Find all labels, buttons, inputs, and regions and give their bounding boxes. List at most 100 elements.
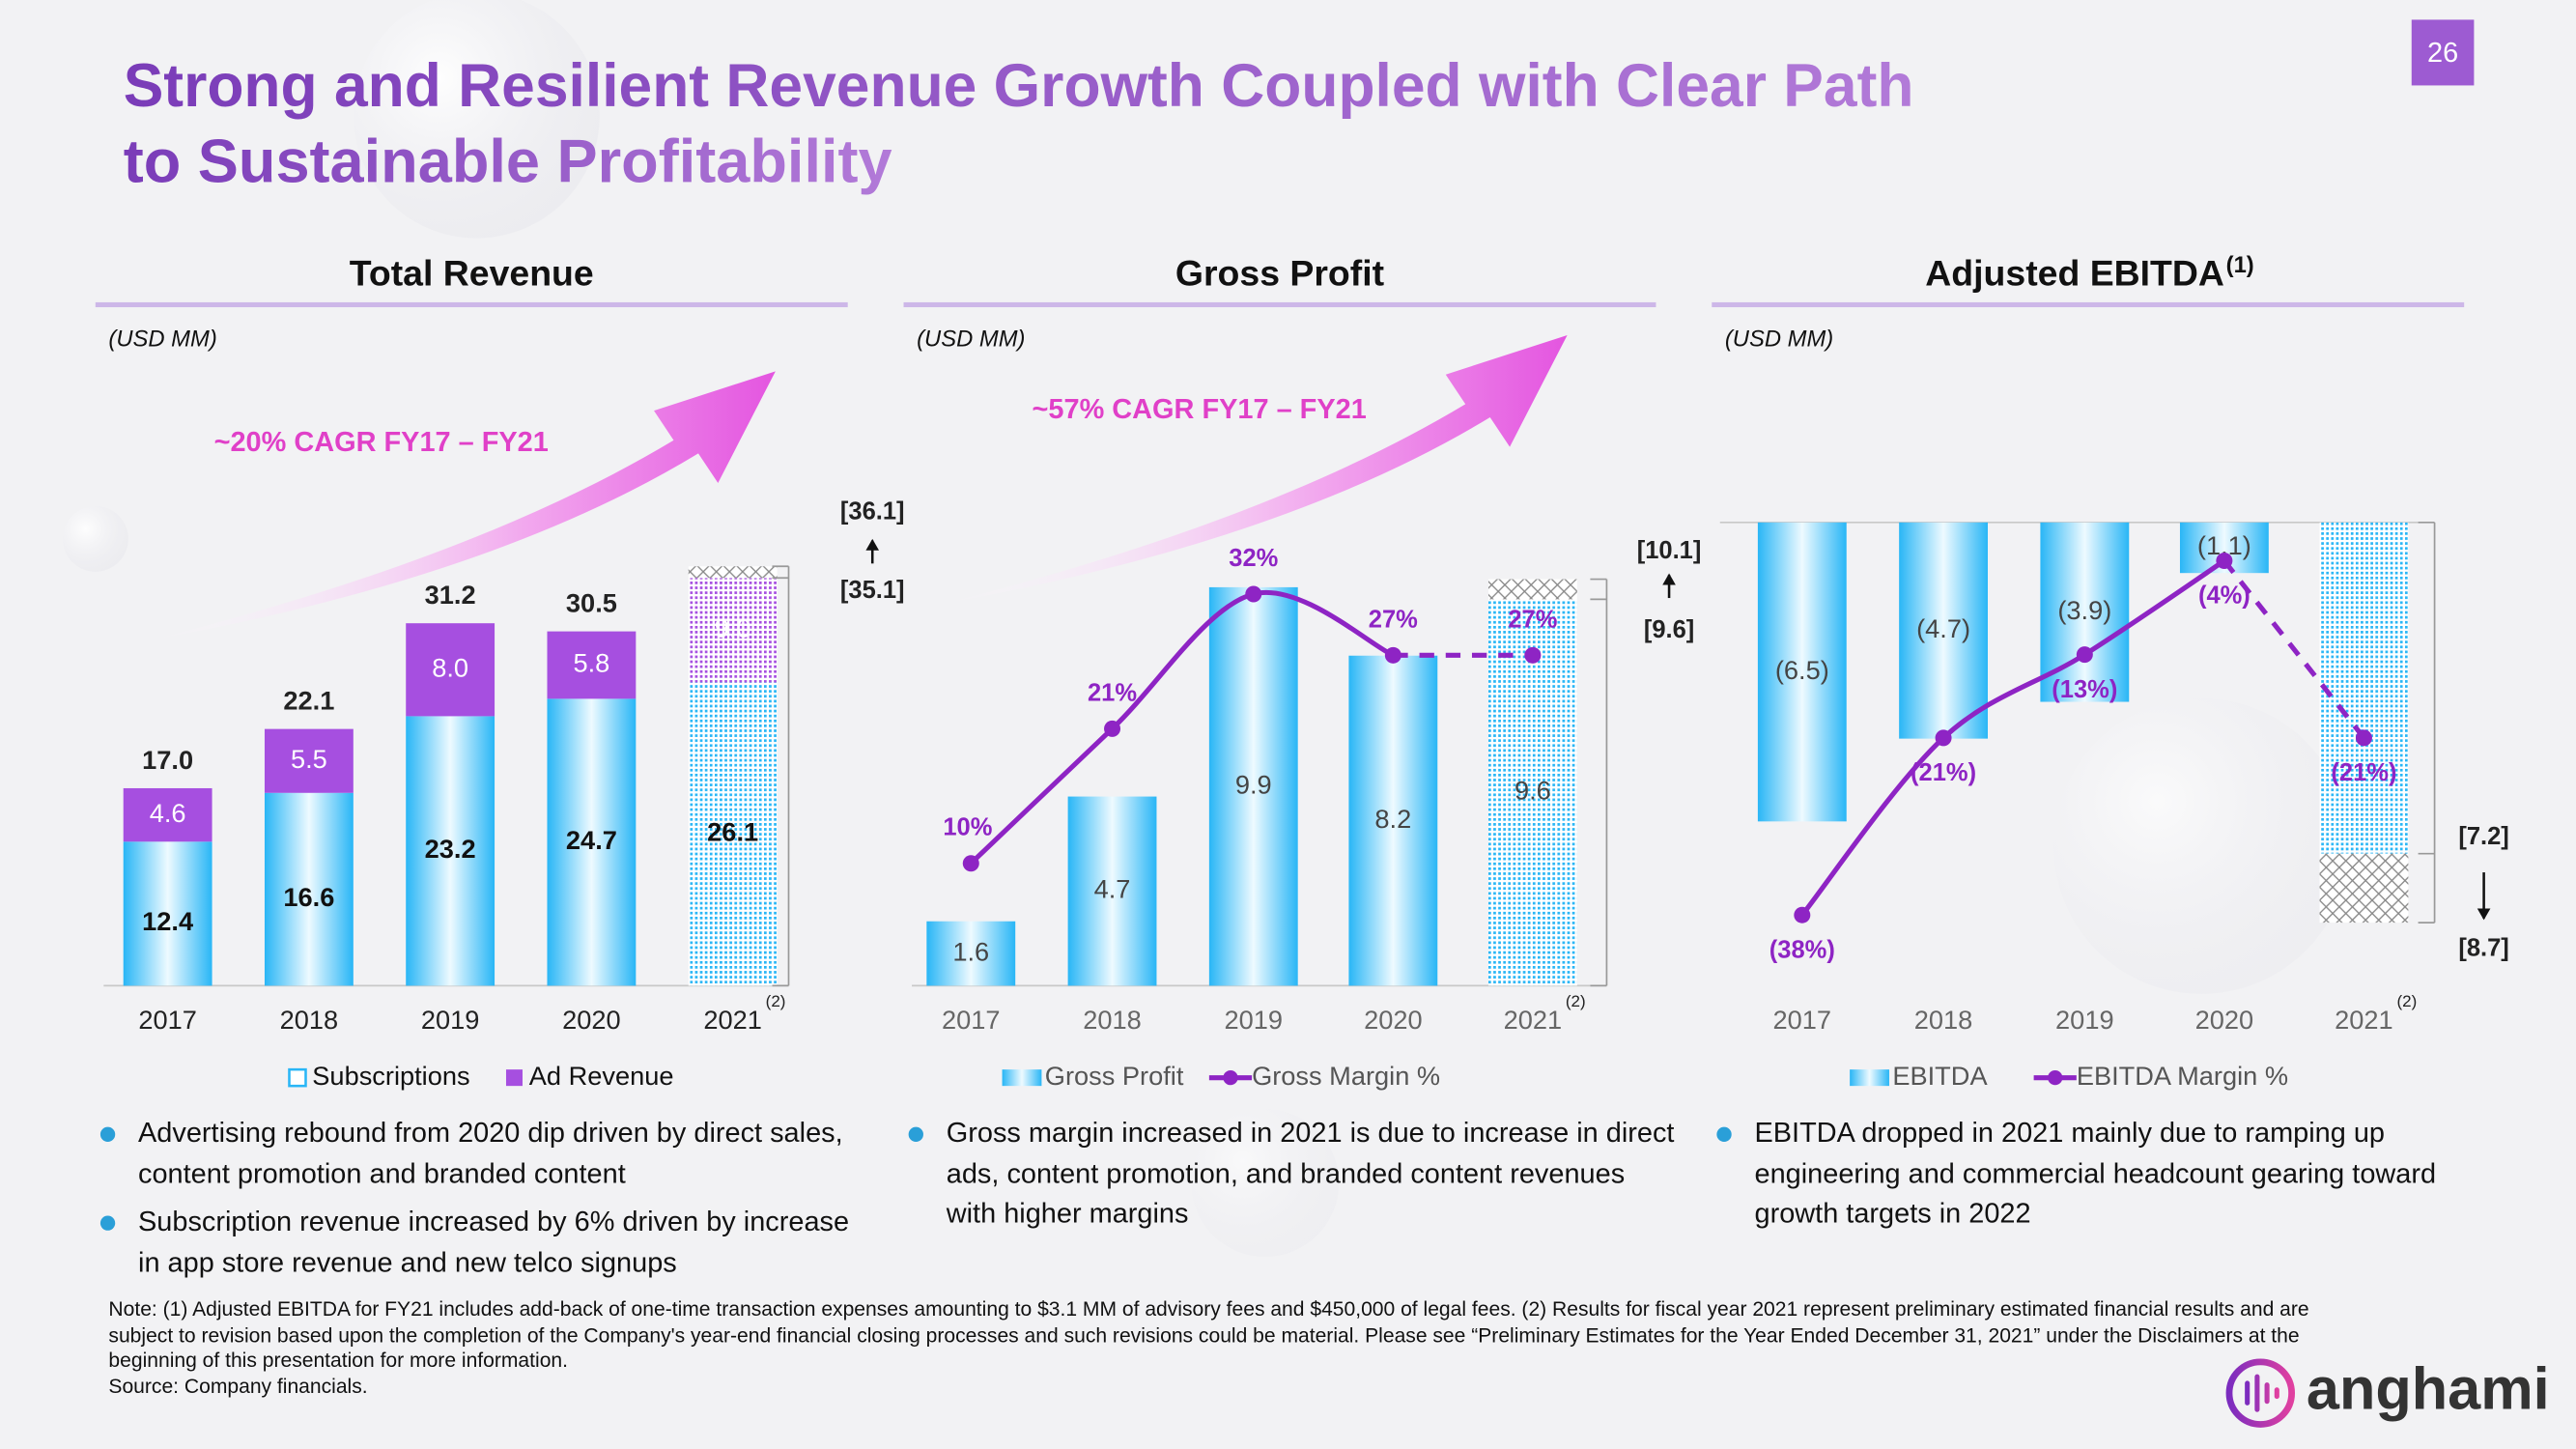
- cagr-label: ~57% CAGR FY17 – FY21: [1033, 394, 1367, 425]
- margin-point: [962, 855, 979, 872]
- value-label: (3.9): [2057, 595, 2111, 625]
- range-label: [8.7]: [2458, 935, 2508, 962]
- bar: [1899, 522, 1988, 739]
- value-label: 4.7: [1094, 874, 1131, 904]
- range-extension: [688, 566, 778, 579]
- bullets: Gross margin increased in 2021 is due to…: [904, 1114, 1676, 1235]
- bar: [406, 623, 495, 717]
- range-arrowhead: [2477, 908, 2491, 921]
- slide-title: to Sustainable Profitability: [124, 128, 892, 195]
- range-label: [35.1]: [840, 577, 905, 604]
- logo-icon: [2245, 1374, 2279, 1412]
- margin-point: [2355, 729, 2372, 747]
- value-label: 5.8: [573, 648, 609, 678]
- x-tick-label: 2018: [1914, 1005, 1973, 1035]
- margin-label: (4%): [2198, 582, 2250, 610]
- legend-label: Gross Profit: [1045, 1061, 1184, 1091]
- panel-rule: [95, 301, 848, 308]
- legend-label: Gross Margin %: [1252, 1061, 1440, 1091]
- x-tick-label: 2020: [2195, 1005, 2254, 1035]
- page-number: 26: [2427, 38, 2458, 69]
- x-tick-label: 2021: [2335, 1005, 2393, 1035]
- x-tick-label: 2018: [280, 1005, 339, 1035]
- note: Note: (1) Adjusted EBITDA for FY21 inclu…: [108, 1297, 2309, 1373]
- note: Source: Company financials.: [108, 1375, 368, 1398]
- margin-label: (38%): [1769, 936, 1835, 963]
- x-tick-label: 2017: [138, 1005, 197, 1035]
- bullet-list: EBITDA dropped in 2021 mainly due to ram…: [1712, 1114, 2483, 1235]
- decor-bubble: [353, 0, 600, 239]
- unit-label: (USD MM): [917, 326, 1025, 352]
- bullet: Gross margin increased in 2021 is due to…: [904, 1114, 1676, 1235]
- total-label: 17.0: [142, 745, 193, 775]
- x-tick-label: 2017: [1773, 1005, 1832, 1035]
- margin-point: [2076, 646, 2093, 664]
- range-extension: [1487, 579, 1577, 600]
- growth-arrow: [148, 371, 776, 641]
- notes: Note: (1) Adjusted EBITDA for FY21 inclu…: [108, 1298, 2375, 1401]
- legend-dot: [2048, 1069, 2063, 1086]
- growth-arrow: [939, 334, 1568, 605]
- bullet: Advertising rebound from 2020 dip driven…: [96, 1114, 867, 1194]
- margin-label: 10%: [943, 814, 992, 841]
- legend-label: Ad Revenue: [529, 1061, 674, 1091]
- margin-point: [1524, 646, 1542, 664]
- bullets: Advertising rebound from 2020 dip driven…: [96, 1114, 867, 1283]
- page-number-box: [2411, 19, 2475, 86]
- range-label: [10.1]: [1637, 537, 1702, 564]
- chart-title: Adjusted EBITDA: [1925, 253, 2224, 294]
- margin-label: 21%: [1088, 679, 1137, 706]
- bar: [688, 682, 778, 986]
- legend-swatch: [505, 1069, 523, 1087]
- value-label: 16.6: [283, 882, 334, 912]
- bar: [688, 578, 778, 683]
- value-label: (4.7): [1916, 613, 1970, 643]
- x-tick-label: 2017: [942, 1005, 1001, 1035]
- bar: [123, 841, 212, 986]
- margin-point: [1104, 720, 1121, 737]
- decor-bubble: [62, 505, 128, 572]
- logo-icon: [2225, 1358, 2296, 1428]
- margin-point: [1384, 646, 1401, 664]
- bar: [264, 728, 354, 793]
- range-label: [7.2]: [2458, 823, 2508, 850]
- legend-swatch: [1850, 1069, 1889, 1087]
- bar: [547, 698, 637, 986]
- margin-line: [1799, 558, 2226, 917]
- bar: [547, 631, 637, 699]
- range-label: [9.6]: [1644, 616, 1694, 643]
- total-label: 30.5: [566, 588, 617, 618]
- decor-bubble: [1191, 1108, 1340, 1258]
- value-label: 24.7: [566, 825, 617, 855]
- unit-label: (USD MM): [1725, 326, 1833, 352]
- margin-point: [1245, 585, 1262, 603]
- footnote-marker: (2): [766, 992, 786, 1010]
- legend-swatch: [1002, 1069, 1042, 1087]
- total-label: 31.2: [425, 580, 476, 610]
- value-label: 9.9: [1235, 769, 1272, 799]
- x-tick-label: 2019: [1225, 1005, 1284, 1035]
- legend-label: EBITDA Margin %: [2077, 1061, 2288, 1091]
- bar: [926, 921, 1016, 986]
- range-arrowhead: [865, 538, 880, 551]
- title-marker: (1): [2226, 252, 2254, 278]
- bar: [1208, 586, 1298, 986]
- margin-line-estimate: [2222, 558, 2366, 740]
- margin-point: [1794, 906, 1811, 923]
- footnote-marker: (2): [1566, 992, 1586, 1010]
- bar: [264, 792, 354, 986]
- bar: [123, 787, 212, 842]
- footnote-marker: (2): [2396, 992, 2417, 1010]
- x-tick-label: 2019: [2055, 1005, 2114, 1035]
- notes-text: Note: (1) Adjusted EBITDA for FY21 inclu…: [108, 1298, 2375, 1401]
- bar: [1348, 655, 1438, 986]
- margin-point: [2216, 553, 2233, 570]
- x-tick-label: 2021: [1504, 1005, 1563, 1035]
- chart-title: Total Revenue: [350, 253, 594, 294]
- value-label: 12.4: [142, 906, 193, 936]
- range-label: [36.1]: [840, 497, 905, 525]
- margin-label: 32%: [1229, 545, 1278, 572]
- bullets: EBITDA dropped in 2021 mainly due to ram…: [1712, 1114, 2483, 1235]
